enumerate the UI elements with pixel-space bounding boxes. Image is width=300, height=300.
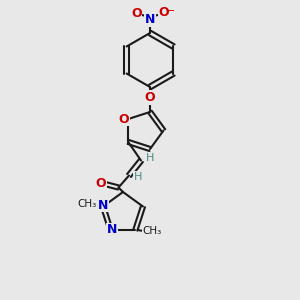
Text: CH₃: CH₃ — [142, 226, 161, 236]
Text: CH₃: CH₃ — [77, 199, 96, 208]
Text: N: N — [98, 199, 108, 212]
Text: O: O — [118, 112, 129, 125]
Text: H: H — [134, 172, 142, 182]
Text: N: N — [145, 13, 155, 26]
Text: −: − — [166, 6, 176, 16]
Text: H: H — [146, 153, 154, 163]
Text: N: N — [107, 224, 117, 236]
Text: O: O — [145, 91, 155, 104]
Text: O: O — [131, 7, 142, 20]
Text: O: O — [158, 6, 169, 20]
Text: O: O — [96, 177, 106, 190]
